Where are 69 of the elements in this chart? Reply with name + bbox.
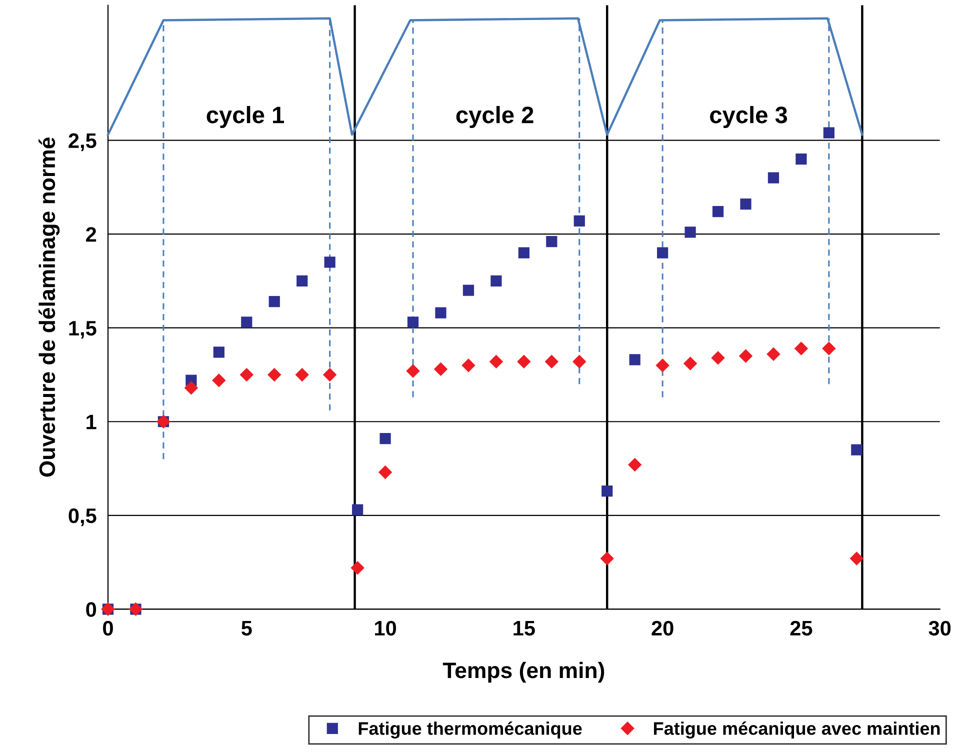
point <box>545 355 558 368</box>
point <box>628 458 642 472</box>
point <box>822 342 836 356</box>
x-tick-label: 30 <box>928 620 951 636</box>
point <box>712 206 724 218</box>
point <box>739 349 752 363</box>
point <box>323 368 336 382</box>
x-tick-label: 25 <box>790 620 812 636</box>
x-tick-label: 10 <box>375 620 396 636</box>
point <box>572 355 586 368</box>
point <box>212 374 226 387</box>
point <box>240 368 254 382</box>
point <box>518 247 530 258</box>
point <box>490 275 502 287</box>
point <box>380 432 391 444</box>
point <box>435 307 446 318</box>
x-axis-title: Temps (en min) <box>442 662 604 683</box>
point <box>657 247 668 258</box>
x-tick-label: 0 <box>103 620 113 636</box>
y-tick-label: 0 <box>86 602 96 617</box>
point <box>406 364 420 378</box>
point <box>794 342 808 356</box>
y-tick-label: 2,5 <box>68 133 96 152</box>
x-tick-label: 15 <box>514 621 535 636</box>
point <box>684 356 697 370</box>
point <box>324 256 336 268</box>
point <box>740 198 752 210</box>
legend-label: Fatigue mécanique avec maintien <box>654 721 940 739</box>
point <box>268 368 281 382</box>
x-tick-label: 5 <box>241 621 252 636</box>
point <box>851 444 862 456</box>
point <box>517 355 531 368</box>
point <box>352 504 364 516</box>
point <box>241 316 252 328</box>
point <box>766 348 780 361</box>
point <box>796 154 807 165</box>
y-axis-title: Ouverture de délaminage normé <box>38 138 60 477</box>
point <box>184 381 198 394</box>
point <box>574 215 585 227</box>
point <box>462 284 474 296</box>
point <box>296 368 309 382</box>
point <box>296 275 308 287</box>
point <box>850 552 864 566</box>
point <box>213 346 224 358</box>
annotation: cycle 2 <box>456 106 534 128</box>
legend-label: Fatigue thermomécanique <box>358 721 582 739</box>
point <box>768 172 780 184</box>
point <box>546 236 558 248</box>
x-tick-label: 20 <box>652 620 674 636</box>
point <box>350 561 364 575</box>
point <box>462 358 476 372</box>
point <box>602 485 613 497</box>
point <box>378 466 392 479</box>
y-tick-label: 2 <box>86 227 96 242</box>
point <box>490 355 503 368</box>
y-tick-label: 1 <box>86 414 96 430</box>
point <box>600 552 614 566</box>
point <box>823 127 834 138</box>
point <box>684 226 696 238</box>
y-tick-label: 1,5 <box>69 321 96 339</box>
y-tick-label: 0,5 <box>68 508 96 526</box>
point <box>629 354 640 366</box>
point <box>656 358 670 372</box>
annotation: cycle 3 <box>710 106 788 128</box>
annotation: cycle 1 <box>206 106 284 128</box>
point <box>434 362 448 376</box>
point <box>407 316 419 328</box>
point <box>268 296 280 308</box>
point <box>711 351 725 364</box>
